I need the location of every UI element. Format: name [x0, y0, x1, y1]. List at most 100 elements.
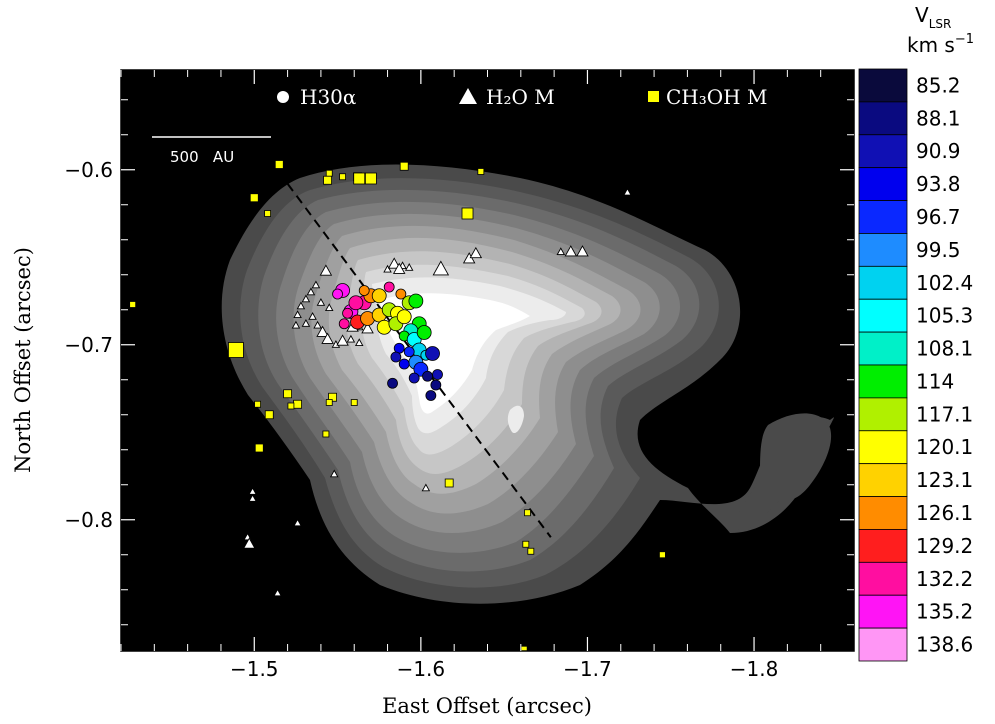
colorbar-level-label: 88.1: [916, 106, 961, 130]
velocity-gradient-line: [286, 183, 552, 538]
h30alpha-marker: [408, 372, 420, 384]
ch3oh-maser-marker: [339, 173, 346, 181]
h2o-maser-marker: [432, 260, 450, 276]
colorbar-cell: [858, 594, 908, 629]
ch3oh-maser-marker: [325, 169, 333, 177]
h2o-maser-marker: [421, 483, 431, 492]
h2o-maser-marker: [301, 319, 311, 327]
colorbar-level-label: 120.1: [916, 435, 973, 459]
h30alpha-series: [332, 281, 443, 401]
h30alpha-marker: [425, 390, 437, 401]
h30alpha-marker: [416, 325, 432, 340]
ch3oh-maser-marker: [524, 509, 531, 517]
h30alpha-marker: [425, 346, 440, 361]
ch3oh-maser-marker: [264, 210, 272, 217]
ch3oh-maser-marker: [322, 430, 330, 438]
colorbar-level-label: 90.9: [916, 139, 961, 163]
ch3oh-maser-marker: [129, 301, 137, 308]
h2o-maser-marker: [346, 334, 356, 343]
ch3oh-maser-marker: [325, 399, 333, 406]
legend-square-marker: [648, 91, 659, 102]
ch3oh-maser-marker: [444, 478, 454, 488]
h30alpha-marker: [432, 369, 443, 380]
legend-circle-marker: [277, 91, 289, 103]
h30alpha-marker: [395, 288, 407, 300]
colorbar-cell: [858, 397, 908, 432]
h30alpha-marker: [342, 307, 353, 319]
legend-label-h2o: H₂O M: [486, 85, 555, 109]
h2o-maser-marker: [273, 588, 282, 597]
colorbar-level-label: 85.2: [916, 73, 961, 97]
h2o-maser-marker: [392, 262, 406, 274]
colorbar-level-label: 93.8: [916, 172, 961, 196]
legend-label-h30alpha: H30α: [300, 85, 356, 109]
ch3oh-maser-marker: [283, 389, 292, 399]
colorbar-level-label: 114: [916, 369, 954, 393]
x-tick-labels: −1.5 −1.6 −1.7 −1.8: [230, 657, 778, 681]
ch3oh-maser-marker: [399, 161, 409, 171]
ch3oh-maser-marker: [254, 443, 264, 453]
h2o-maser-marker: [248, 494, 257, 502]
colorbar-level-label: 96.7: [916, 205, 961, 229]
ch3oh-maser-marker: [353, 172, 366, 185]
colorbar-title: VLSR km s−1: [907, 3, 974, 57]
h30alpha-marker: [358, 285, 370, 296]
h2o-maser-marker: [308, 312, 317, 320]
colorbar-level-label: 102.4: [916, 271, 973, 295]
h30alpha-marker: [338, 318, 350, 330]
y-tick-labels: −0.6 −0.7 −0.8: [64, 158, 113, 532]
colorbar-cell: [858, 134, 908, 169]
x-axis-title: East Offset (arcsec): [382, 694, 592, 718]
h30alpha-marker: [332, 288, 343, 300]
h2o-maser-marker: [404, 263, 414, 271]
h2o-maser-marker: [243, 537, 256, 549]
colorbar-cell: [858, 430, 908, 465]
colorbar-cell: [858, 463, 908, 497]
ch3oh-maser-marker: [293, 399, 302, 409]
scale-bar: 500 AU: [152, 136, 271, 166]
colorbar-cell: [858, 265, 908, 300]
axis-ticks: [120, 70, 854, 651]
colorbar-level-label: 129.2: [916, 534, 973, 558]
colorbar-level-label: 132.2: [916, 567, 973, 591]
h2o-maser-marker: [293, 518, 302, 527]
x-tick-label: −1.6: [397, 657, 446, 681]
colorbar-cell: [858, 101, 908, 136]
colorbar-cell: [858, 200, 908, 234]
ch3oh-maser-marker: [364, 172, 377, 185]
h2o-maser-marker: [329, 469, 339, 478]
h2o-maser-marker: [311, 280, 321, 289]
h2o-maser-marker: [336, 334, 349, 346]
ch3oh-maser-marker: [254, 400, 262, 408]
ch3oh-maser-marker: [323, 175, 332, 185]
h2o-maser-marker: [361, 322, 374, 334]
y-tick-label: −0.6: [64, 158, 113, 182]
h30alpha-marker: [398, 358, 410, 370]
scale-bar-label: 500 AU: [170, 148, 234, 166]
ch3oh-maser-marker: [228, 342, 244, 358]
colorbar-level-label: 126.1: [916, 501, 973, 525]
x-tick-label: −1.8: [730, 657, 779, 681]
x-tick-label: −1.7: [563, 657, 612, 681]
colorbar-cell: [858, 233, 908, 267]
h2o-maser-marker: [316, 298, 326, 306]
ch3oh-maser-marker: [461, 207, 474, 220]
legend-label-ch3oh: CH₃OH M: [666, 85, 767, 109]
h2o-maser-marker: [354, 338, 364, 346]
ch3oh-maser-marker: [264, 410, 274, 420]
ch3oh-maser-marker: [659, 551, 666, 559]
colorbar-level-label: 105.3: [916, 304, 973, 328]
colorbar-cell: [858, 68, 908, 103]
ch3oh-maser-marker: [522, 540, 530, 548]
ch3oh-maser-marker: [274, 160, 284, 169]
colorbar-level-label: 135.2: [916, 600, 973, 624]
h30alpha-marker: [390, 351, 402, 363]
h2o-maser-marker: [387, 257, 401, 269]
ch3oh-maser-marker: [287, 402, 295, 410]
h2o-maser-marker: [313, 320, 322, 329]
ch3oh-maser-marker: [350, 399, 358, 406]
h30alpha-marker: [371, 288, 387, 304]
h30alpha-marker: [383, 281, 395, 293]
colorbar-level-label: 117.1: [916, 402, 973, 426]
h2o-maser-marker: [306, 287, 316, 296]
